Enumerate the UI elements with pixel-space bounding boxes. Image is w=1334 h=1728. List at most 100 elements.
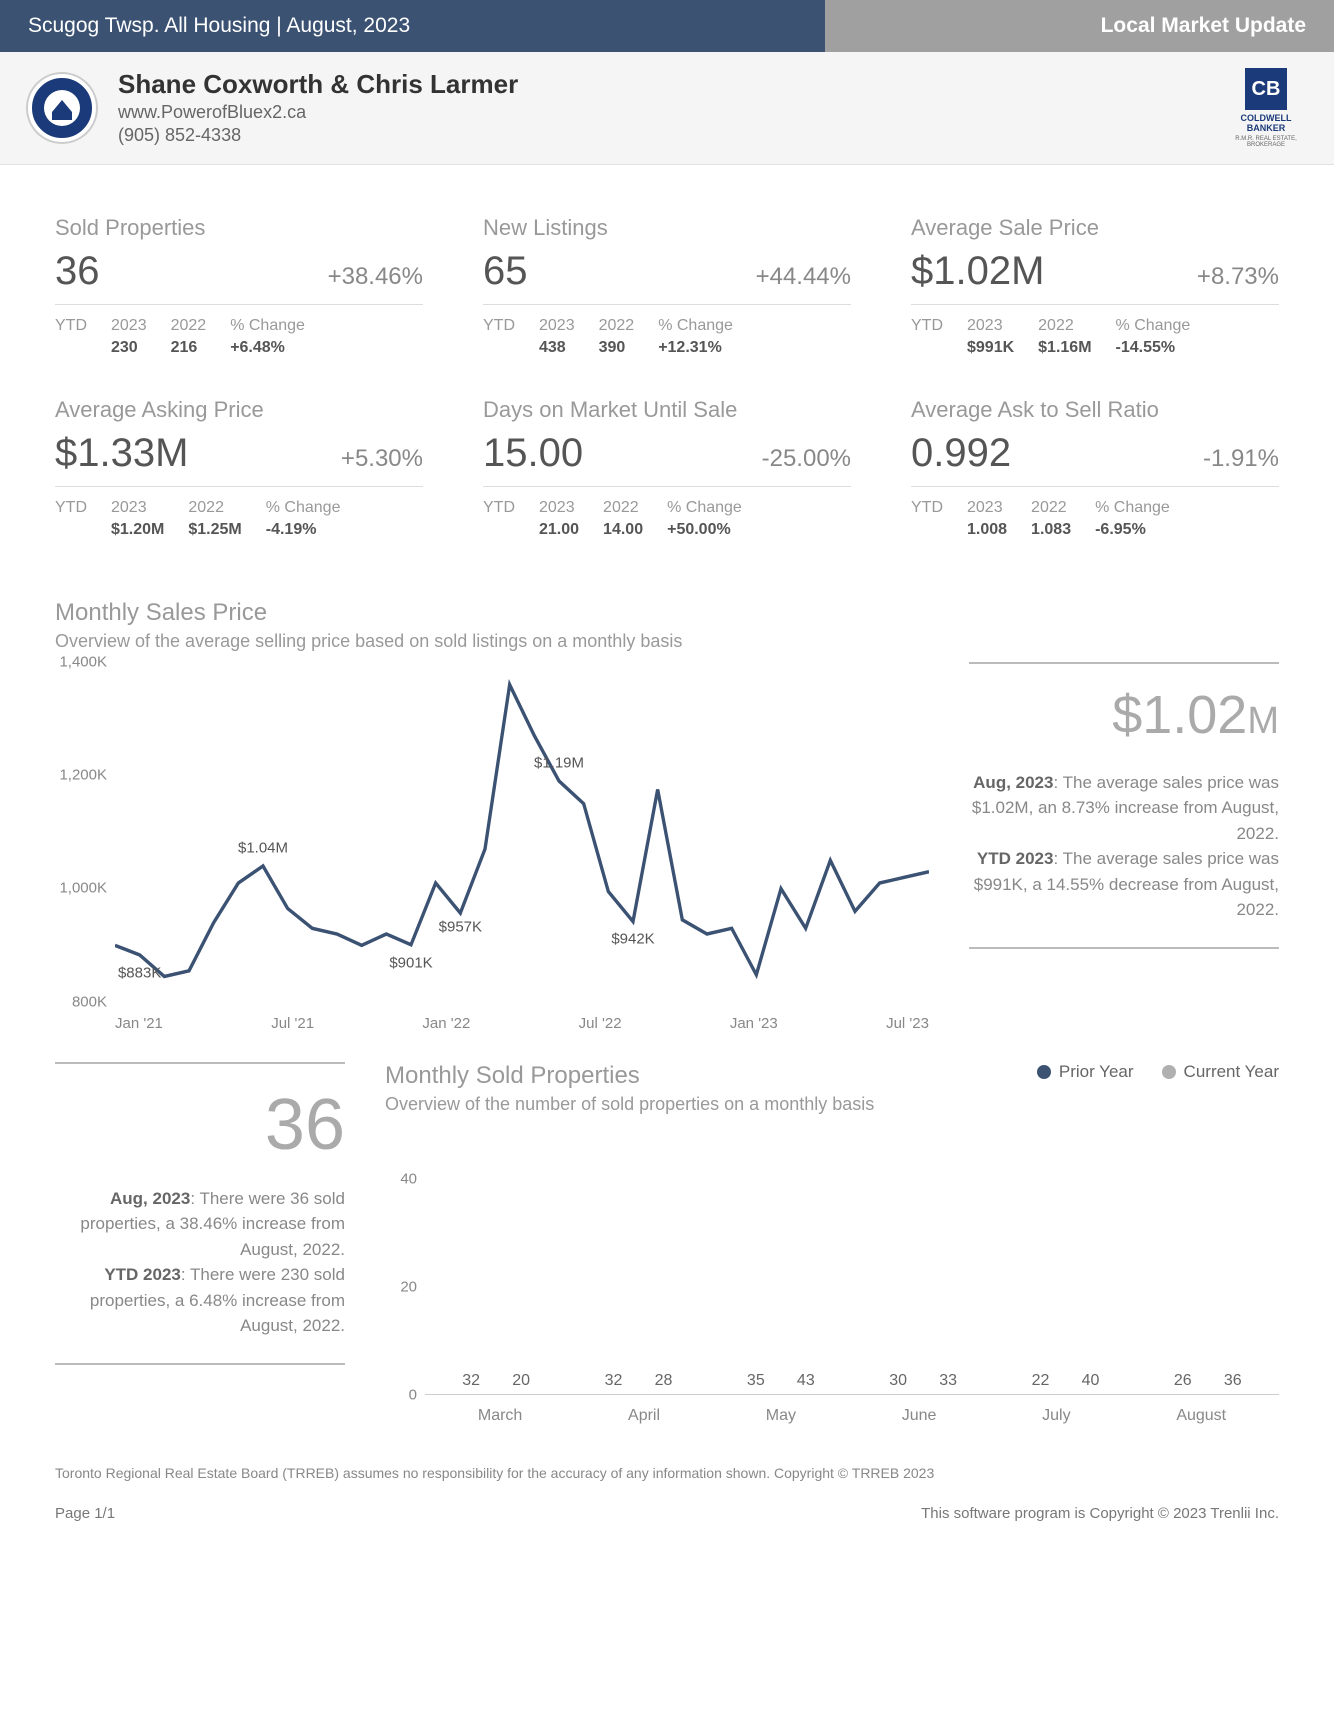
metric-value: 0.992 xyxy=(911,431,1011,476)
bar-x-tick: June xyxy=(902,1407,937,1425)
x-tick: Jul '23 xyxy=(886,1015,929,1032)
footer: Toronto Regional Real Estate Board (TRRE… xyxy=(0,1455,1334,1552)
metric-value: $1.33M xyxy=(55,431,188,476)
metric-change: -1.91% xyxy=(1203,445,1279,473)
x-tick: Jul '21 xyxy=(271,1015,314,1032)
metric-change: -25.00% xyxy=(762,445,851,473)
ytd-2022: $1.16M xyxy=(1038,339,1091,357)
metrics-grid: Sold Properties 36 +38.46% YTD 2023230 2… xyxy=(0,165,1334,569)
bar-chart-area: Monthly Sold Properties Overview of the … xyxy=(385,1062,1279,1425)
metric-card: Average Sale Price $1.02M +8.73% YTD 202… xyxy=(911,215,1279,357)
brand-sub: R.M.R. REAL ESTATE, BROKERAGE xyxy=(1226,136,1306,148)
metric-value: 36 xyxy=(55,249,100,294)
metric-card: Average Ask to Sell Ratio 0.992 -1.91% Y… xyxy=(911,397,1279,539)
sales-chart-section: Monthly Sales Price Overview of the aver… xyxy=(0,569,1334,1052)
bar-y-tick: 40 xyxy=(400,1170,417,1187)
legend-current: Current Year xyxy=(1184,1062,1279,1082)
bar-y-tick: 20 xyxy=(400,1278,417,1295)
ytd-2022: 14.00 xyxy=(603,521,643,539)
ytd-2022: 390 xyxy=(599,339,635,357)
agent-bar: Shane Coxworth & Chris Larmer www.Powero… xyxy=(0,52,1334,165)
metric-value: 65 xyxy=(483,249,528,294)
y-tick: 800K xyxy=(72,993,107,1010)
metric-card: Average Asking Price $1.33M +5.30% YTD 2… xyxy=(55,397,423,539)
y-tick: 1,000K xyxy=(59,880,107,897)
page-number: Page 1/1 xyxy=(55,1505,115,1522)
bar-x-tick: May xyxy=(766,1407,796,1425)
ytd-label: YTD xyxy=(483,499,515,517)
bar-legend: Prior Year Current Year xyxy=(1037,1062,1279,1082)
agent-website: www.PowerofBluex2.ca xyxy=(118,102,1226,123)
ytd-change: -6.95% xyxy=(1095,521,1170,539)
bar-x-tick: April xyxy=(628,1407,660,1425)
header: Scugog Twsp. All Housing | August, 2023 … xyxy=(0,0,1334,52)
line-chart: 1,400K1,200K1,000K800K$883K$1.04M$901K$9… xyxy=(55,662,929,1032)
ytd-label: YTD xyxy=(911,499,943,517)
bar-chart-title: Monthly Sold Properties xyxy=(385,1062,874,1090)
agent-name: Shane Coxworth & Chris Larmer xyxy=(118,69,1226,100)
metric-card: Sold Properties 36 +38.46% YTD 2023230 2… xyxy=(55,215,423,357)
brand-name: COLDWELL BANKER xyxy=(1226,114,1306,134)
x-tick: Jul '22 xyxy=(579,1015,622,1032)
agent-info: Shane Coxworth & Chris Larmer www.Powero… xyxy=(118,69,1226,146)
bar-side-text: Aug, 2023: There were 36 sold properties… xyxy=(55,1186,345,1339)
metric-card: New Listings 65 +44.44% YTD 2023438 2022… xyxy=(483,215,851,357)
sales-side-text: Aug, 2023: The average sales price was $… xyxy=(969,770,1279,923)
disclaimer: Toronto Regional Real Estate Board (TRRE… xyxy=(55,1465,1279,1481)
x-tick: Jan '21 xyxy=(115,1015,163,1032)
metric-change: +44.44% xyxy=(756,263,851,291)
ytd-change: +50.00% xyxy=(667,521,742,539)
metric-title: Days on Market Until Sale xyxy=(483,397,851,423)
x-tick: Jan '23 xyxy=(730,1015,778,1032)
bar-x-tick: August xyxy=(1176,1407,1226,1425)
y-tick: 1,400K xyxy=(59,653,107,670)
ytd-2023: 1.008 xyxy=(967,521,1007,539)
brand-icon: CB xyxy=(1245,68,1287,110)
report-page: Scugog Twsp. All Housing | August, 2023 … xyxy=(0,0,1334,1552)
metric-card: Days on Market Until Sale 15.00 -25.00% … xyxy=(483,397,851,539)
agent-logo-icon xyxy=(28,74,96,142)
ytd-label: YTD xyxy=(911,317,943,335)
x-tick: Jan '22 xyxy=(422,1015,470,1032)
ytd-change: +12.31% xyxy=(658,339,733,357)
ytd-2023: $1.20M xyxy=(111,521,164,539)
sales-chart-title: Monthly Sales Price xyxy=(55,599,1279,627)
header-title: Local Market Update xyxy=(825,0,1334,52)
y-tick: 1,200K xyxy=(59,767,107,784)
ytd-2023: 21.00 xyxy=(539,521,579,539)
bar-chart-section: 36 Aug, 2023: There were 36 sold propert… xyxy=(0,1052,1334,1455)
metric-change: +8.73% xyxy=(1197,263,1279,291)
bar-x-tick: March xyxy=(478,1407,522,1425)
metric-title: Average Sale Price xyxy=(911,215,1279,241)
ytd-2022: 1.083 xyxy=(1031,521,1071,539)
metric-title: Average Asking Price xyxy=(55,397,423,423)
ytd-2022: $1.25M xyxy=(188,521,241,539)
bar-y-tick: 0 xyxy=(409,1386,417,1403)
header-location: Scugog Twsp. All Housing | August, 2023 xyxy=(0,0,825,52)
ytd-change: -4.19% xyxy=(266,521,341,539)
ytd-2023: 230 xyxy=(111,339,147,357)
ytd-label: YTD xyxy=(483,317,515,335)
metric-title: New Listings xyxy=(483,215,851,241)
ytd-2023: $991K xyxy=(967,339,1014,357)
brand-logo: CB COLDWELL BANKER R.M.R. REAL ESTATE, B… xyxy=(1226,68,1306,148)
metric-title: Sold Properties xyxy=(55,215,423,241)
metric-change: +5.30% xyxy=(341,445,423,473)
ytd-change: +6.48% xyxy=(230,339,305,357)
bar-x-tick: July xyxy=(1042,1407,1070,1425)
bar-side-info: 36 Aug, 2023: There were 36 sold propert… xyxy=(55,1062,345,1425)
metric-value: $1.02M xyxy=(911,249,1044,294)
bar-big-value: 36 xyxy=(55,1084,345,1166)
sales-big-value: $1.02M xyxy=(969,684,1279,746)
copyright: This software program is Copyright © 202… xyxy=(921,1505,1279,1522)
legend-prior: Prior Year xyxy=(1059,1062,1134,1082)
metric-title: Average Ask to Sell Ratio xyxy=(911,397,1279,423)
ytd-label: YTD xyxy=(55,317,87,335)
sales-side-info: $1.02M Aug, 2023: The average sales pric… xyxy=(969,662,1279,1032)
ytd-2022: 216 xyxy=(171,339,207,357)
sales-chart-subtitle: Overview of the average selling price ba… xyxy=(55,631,1279,652)
ytd-change: -14.55% xyxy=(1116,339,1191,357)
agent-phone: (905) 852-4338 xyxy=(118,125,1226,146)
bar-chart-subtitle: Overview of the number of sold propertie… xyxy=(385,1094,874,1115)
ytd-label: YTD xyxy=(55,499,87,517)
